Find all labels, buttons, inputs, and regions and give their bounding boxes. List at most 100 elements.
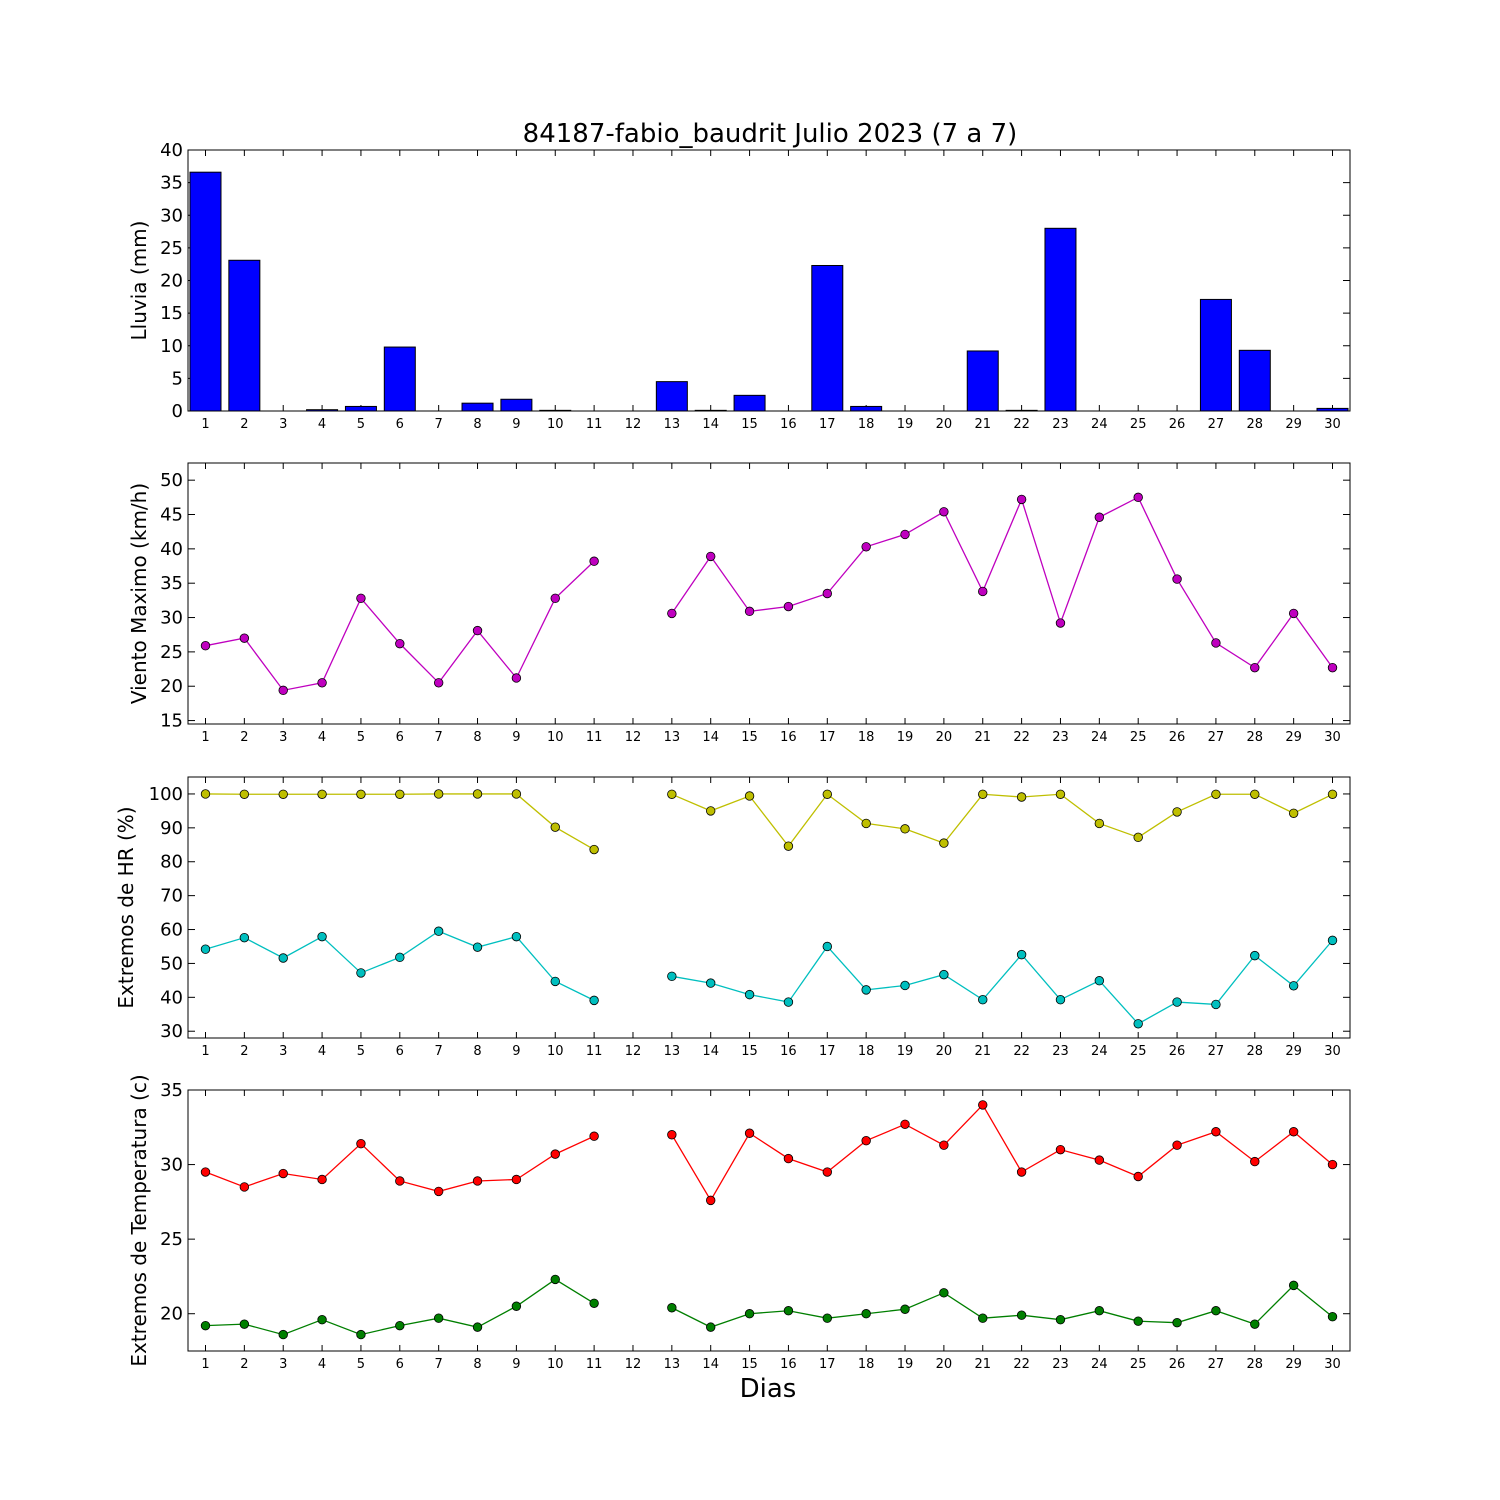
- y-tick-label: 20: [160, 271, 183, 292]
- x-tick-label: 3: [279, 1044, 287, 1059]
- data-point: [1016, 792, 1027, 802]
- data-point: [433, 789, 444, 799]
- data-point: [1250, 1319, 1260, 1329]
- data-point: [667, 608, 677, 619]
- data-point: [511, 1301, 522, 1311]
- x-tick-label: 20: [936, 1357, 953, 1372]
- data-point: [939, 1288, 949, 1298]
- x-tick-label: 23: [1052, 1044, 1069, 1059]
- data-point: [239, 1319, 250, 1329]
- data-point: [861, 542, 871, 552]
- series-line: [671, 939, 1334, 1025]
- y-axis-label: Extremos de HR (%): [114, 806, 138, 1008]
- data-point: [783, 1153, 794, 1164]
- x-tick-label: 5: [357, 730, 365, 745]
- data-point: [1327, 1159, 1338, 1170]
- y-tick-label: 5: [172, 368, 183, 389]
- x-tick-label: 12: [625, 417, 642, 432]
- x-tick-label: 3: [279, 417, 287, 432]
- x-tick-label: 27: [1208, 1357, 1225, 1372]
- bar: [733, 394, 766, 412]
- x-tick-label: 21: [974, 730, 991, 745]
- x-tick-label: 19: [897, 730, 914, 745]
- x-tick-label: 26: [1169, 730, 1186, 745]
- data-point: [356, 968, 366, 978]
- x-tick-label: 25: [1130, 1044, 1147, 1059]
- x-tick-label: 10: [547, 1357, 564, 1372]
- y-tick-label: 100: [149, 784, 183, 805]
- x-tick-label: 20: [936, 417, 953, 432]
- data-point: [200, 944, 211, 954]
- data-point: [1250, 950, 1260, 961]
- x-tick-label: 25: [1130, 417, 1147, 432]
- x-tick-label: 15: [741, 1044, 758, 1059]
- data-point: [589, 995, 599, 1006]
- x-tick-label: 16: [780, 1044, 797, 1059]
- x-tick-label: 16: [780, 1357, 797, 1372]
- x-tick-label: 28: [1247, 730, 1264, 745]
- data-point: [589, 844, 599, 855]
- data-point: [1288, 808, 1299, 818]
- x-tick-label: 27: [1208, 417, 1225, 432]
- data-point: [356, 789, 366, 799]
- data-point: [1327, 662, 1338, 673]
- x-tick-label: 18: [858, 730, 875, 745]
- data-point: [1055, 789, 1066, 799]
- y-tick-label: 35: [160, 1080, 183, 1101]
- data-point: [317, 931, 327, 942]
- x-tick-label: 6: [396, 1044, 404, 1059]
- data-point: [317, 1314, 327, 1325]
- data-point: [1016, 1167, 1027, 1177]
- bar: [966, 350, 999, 412]
- data-point: [1094, 1306, 1105, 1316]
- data-point: [1250, 1156, 1260, 1167]
- data-point: [900, 529, 910, 540]
- x-tick-label: 19: [897, 1044, 914, 1059]
- x-tick-label: 8: [473, 1357, 481, 1372]
- figure-title: 84187-fabio_baudrit Julio 2023 (7 a 7): [523, 119, 1018, 149]
- x-tick-label: 29: [1285, 1044, 1302, 1059]
- x-tick-label: 7: [435, 730, 443, 745]
- data-point: [200, 641, 211, 651]
- data-point: [433, 926, 444, 936]
- x-tick-label: 15: [741, 730, 758, 745]
- data-point: [395, 789, 405, 799]
- data-point: [822, 789, 832, 799]
- data-point: [278, 953, 288, 963]
- x-tick-label: 8: [473, 417, 481, 432]
- x-tick-label: 12: [625, 730, 642, 745]
- y-tick-label: 0: [172, 401, 183, 422]
- y-tick-label: 10: [160, 336, 183, 357]
- data-point: [706, 978, 716, 988]
- x-tick-label: 2: [240, 730, 248, 745]
- x-tick-label: 6: [396, 417, 404, 432]
- x-tick-label: 28: [1247, 417, 1264, 432]
- x-tick-label: 29: [1285, 1357, 1302, 1372]
- x-tick-label: 22: [1013, 417, 1030, 432]
- x-tick-label: 1: [201, 417, 209, 432]
- x-tick-label: 30: [1324, 730, 1341, 745]
- x-tick-label: 10: [547, 1044, 564, 1059]
- y-tick-label: 20: [160, 676, 183, 697]
- x-tick-label: 25: [1130, 730, 1147, 745]
- x-tick-label: 19: [897, 1357, 914, 1372]
- data-point: [822, 1313, 832, 1323]
- data-point: [356, 593, 366, 604]
- x-tick-label: 8: [473, 1044, 481, 1059]
- data-point: [978, 586, 988, 597]
- data-point: [744, 791, 755, 801]
- data-point: [317, 1174, 327, 1185]
- x-tick-label: 1: [201, 1357, 209, 1372]
- bar: [383, 346, 416, 412]
- x-tick-label: 15: [741, 417, 758, 432]
- data-point: [783, 1306, 794, 1316]
- data-point: [900, 1119, 910, 1130]
- x-tick-label: 30: [1324, 417, 1341, 432]
- x-tick-label: 20: [936, 1044, 953, 1059]
- x-tick-label: 30: [1324, 1357, 1341, 1372]
- data-point: [822, 941, 832, 952]
- x-axis-label: Dias: [740, 1374, 797, 1404]
- data-point: [589, 1298, 599, 1308]
- data-point: [706, 1195, 716, 1206]
